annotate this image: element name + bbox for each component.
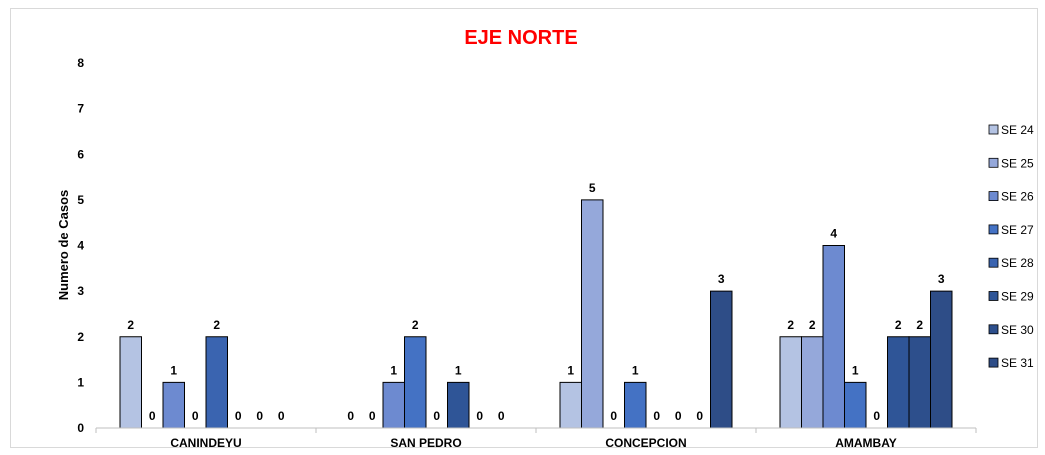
x-category-label: AMAMBAY bbox=[835, 436, 897, 450]
data-label: 5 bbox=[589, 181, 596, 195]
x-category-label: CANINDEYU bbox=[170, 436, 241, 450]
y-tick-label: 3 bbox=[77, 284, 84, 298]
data-label: 2 bbox=[213, 318, 220, 332]
data-label: 3 bbox=[938, 272, 945, 286]
y-tick-label: 7 bbox=[77, 102, 84, 116]
legend-swatch bbox=[988, 291, 999, 301]
data-label: 1 bbox=[390, 363, 397, 377]
data-label: 1 bbox=[567, 363, 574, 377]
y-axis-ticks: 0 1 2 3 4 5 6 7 8 bbox=[77, 56, 84, 435]
x-category-label: SAN PEDRO bbox=[390, 436, 461, 450]
data-label: 0 bbox=[433, 409, 440, 423]
bar bbox=[887, 336, 910, 429]
bar bbox=[624, 381, 647, 429]
legend-label: SE 26 bbox=[1001, 190, 1034, 204]
data-label: 1 bbox=[632, 363, 639, 377]
bar-group bbox=[119, 199, 953, 429]
data-label: 1 bbox=[852, 363, 859, 377]
legend-swatch bbox=[988, 191, 999, 202]
legend-swatch bbox=[988, 257, 999, 268]
data-label: 2 bbox=[809, 318, 816, 332]
data-label: 0 bbox=[476, 409, 483, 423]
bar bbox=[930, 290, 953, 429]
legend-swatch bbox=[988, 224, 999, 235]
y-tick-label: 2 bbox=[77, 330, 84, 344]
legend-label: SE 29 bbox=[1001, 290, 1034, 304]
legend-label: SE 28 bbox=[1001, 256, 1034, 270]
legend-swatch bbox=[988, 324, 999, 335]
data-label: 2 bbox=[916, 318, 923, 332]
data-label: 0 bbox=[235, 409, 242, 423]
bar bbox=[404, 336, 427, 429]
y-tick-label: 6 bbox=[77, 147, 84, 161]
data-label: 1 bbox=[455, 363, 462, 377]
legend: SE 24 SE 25 SE 26 SE 27 SE 28 SE 29 SE 30 SE 31 bbox=[988, 123, 1034, 370]
y-tick-label: 5 bbox=[77, 193, 84, 207]
data-label: 0 bbox=[653, 409, 660, 423]
y-tick-label: 4 bbox=[77, 239, 84, 253]
data-label: 0 bbox=[675, 409, 682, 423]
data-label: 2 bbox=[787, 318, 794, 332]
bar bbox=[559, 381, 582, 429]
data-label: 1 bbox=[170, 363, 177, 377]
chart-title: EJE NORTE bbox=[464, 27, 577, 49]
data-label: 4 bbox=[830, 227, 837, 241]
data-label: 2 bbox=[412, 318, 419, 332]
data-label: 2 bbox=[127, 318, 134, 332]
bar bbox=[447, 381, 470, 429]
chart-frame bbox=[10, 8, 1038, 448]
bar bbox=[119, 336, 142, 429]
bar bbox=[801, 336, 824, 429]
bar bbox=[844, 381, 867, 429]
bar bbox=[205, 336, 228, 429]
legend-swatch bbox=[988, 357, 999, 368]
data-label: 0 bbox=[873, 409, 880, 423]
y-tick-label: 0 bbox=[77, 421, 84, 435]
legend-swatch bbox=[988, 124, 999, 135]
data-label: 0 bbox=[369, 409, 376, 423]
bar bbox=[382, 381, 405, 429]
data-label: 0 bbox=[256, 409, 263, 423]
bar bbox=[779, 336, 802, 429]
data-label: 3 bbox=[718, 272, 725, 286]
legend-label: SE 24 bbox=[1001, 123, 1034, 137]
legend-label: SE 27 bbox=[1001, 223, 1034, 237]
data-label: 0 bbox=[149, 409, 156, 423]
legend-label: SE 30 bbox=[1001, 323, 1034, 337]
legend-label: SE 25 bbox=[1001, 156, 1034, 170]
bar bbox=[822, 245, 845, 429]
bar bbox=[908, 336, 931, 429]
y-axis-label: Numero de Casos bbox=[56, 190, 71, 301]
data-label: 0 bbox=[610, 409, 617, 423]
y-tick-label: 1 bbox=[77, 375, 84, 389]
legend-swatch bbox=[988, 157, 999, 168]
data-label: 0 bbox=[278, 409, 285, 423]
data-label: 0 bbox=[696, 409, 703, 423]
bar bbox=[162, 381, 185, 429]
x-axis: CANINDEYU SAN PEDRO CONCEPCION AMAMBAY bbox=[95, 427, 977, 450]
data-label: 2 bbox=[895, 318, 902, 332]
y-tick-label: 8 bbox=[77, 56, 84, 70]
data-label: 0 bbox=[192, 409, 199, 423]
bar bbox=[710, 290, 733, 429]
bar bbox=[581, 199, 604, 429]
legend-label: SE 31 bbox=[1001, 356, 1034, 370]
x-category-label: CONCEPCION bbox=[605, 436, 686, 450]
data-label: 0 bbox=[498, 409, 505, 423]
data-label: 0 bbox=[347, 409, 354, 423]
